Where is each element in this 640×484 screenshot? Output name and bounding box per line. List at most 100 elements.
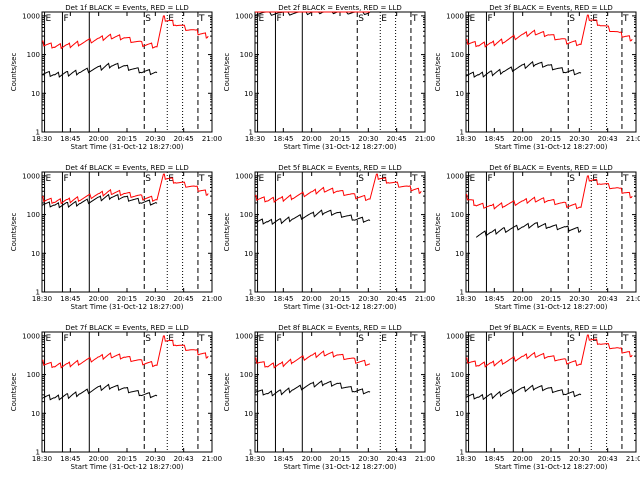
marker-label: E xyxy=(259,174,265,184)
plot-title: Det 8f BLACK = Events, RED = LLD xyxy=(278,324,401,332)
x-tick-label: 20:45 xyxy=(174,295,194,303)
marker-label: E xyxy=(470,174,476,184)
x-tick-label: 20:00 xyxy=(89,295,109,303)
series-lld-line xyxy=(41,335,209,369)
marker-label: T xyxy=(198,334,205,344)
marker-label: E xyxy=(259,14,265,24)
series-events-line xyxy=(254,380,371,397)
y-axis-label: Counts/sec xyxy=(434,373,442,412)
x-tick-label: 20:00 xyxy=(302,295,322,303)
series-events-line xyxy=(465,60,582,78)
x-tick-label: 20:15 xyxy=(330,135,350,143)
y-tick-label: 1 xyxy=(460,289,464,297)
x-tick-label: 20:00 xyxy=(513,455,533,463)
x-tick-label: 20:15 xyxy=(117,135,137,143)
x-tick-label: 20:43 xyxy=(598,455,618,463)
plot-4: Det 4f BLACK = Events, RED = LLD 1 10 100 10… xyxy=(10,164,222,311)
y-axis-label: Counts/sec xyxy=(10,213,18,252)
x-tick-label: 18:30 xyxy=(32,135,52,143)
y-tick-label: 1000 xyxy=(22,172,40,180)
marker-label: T xyxy=(622,14,629,24)
x-tick-label: 18:45 xyxy=(273,295,293,303)
y-tick-label: 1 xyxy=(36,129,40,137)
plot-frame xyxy=(465,331,637,453)
y-tick-label: 1 xyxy=(460,449,464,457)
y-tick-label: 100 xyxy=(240,371,253,379)
plot-title: Det 2f BLACK = Events, RED = LLD xyxy=(278,4,401,12)
x-tick-label: 20:43 xyxy=(598,135,618,143)
x-tick-label: 18:30 xyxy=(245,295,265,303)
x-tick-label: 18:45 xyxy=(60,455,80,463)
x-tick-label: 20:30 xyxy=(145,135,165,143)
y-tick-label: 10 xyxy=(455,410,464,418)
x-tick-label: 20:15 xyxy=(117,295,137,303)
plot-7: Det 7f BLACK = Events, RED = LLD 1 10 100 10… xyxy=(10,324,222,471)
y-tick-label: 100 xyxy=(451,211,464,219)
x-axis-label: Start Time (31-Oct-12 18:27:00) xyxy=(284,303,397,311)
x-tick-label: 20:43 xyxy=(174,455,194,463)
x-tick-label: 20:15 xyxy=(541,295,561,303)
plot-frame xyxy=(254,171,426,293)
x-axis-label: Start Time (31-Oct-12 18:27:00) xyxy=(284,143,397,151)
x-tick-label: 21:00 xyxy=(202,455,222,463)
marker-label: E xyxy=(381,174,387,184)
x-tick-label: 21:00 xyxy=(415,135,435,143)
x-axis-label: Start Time (31-Oct-12 18:27:00) xyxy=(71,303,184,311)
marker-label: E xyxy=(381,14,387,24)
y-tick-label: 10 xyxy=(455,250,464,258)
y-tick-label: 1000 xyxy=(235,172,253,180)
y-tick-label: 10 xyxy=(31,410,40,418)
y-tick-label: 1 xyxy=(36,449,40,457)
x-tick-label: 20:15 xyxy=(541,135,561,143)
y-axis-label: Counts/sec xyxy=(434,213,442,252)
marker-label: F xyxy=(276,14,281,24)
y-tick-label: 100 xyxy=(27,211,40,219)
x-tick-label: 21:00 xyxy=(415,295,435,303)
series-events-line xyxy=(475,221,582,238)
y-tick-label: 1000 xyxy=(22,12,40,20)
x-tick-label: 20:30 xyxy=(569,455,589,463)
x-tick-label: 21:00 xyxy=(626,455,640,463)
plot-5: Det 5f BLACK = Events, RED = LLD 1 10 100 10… xyxy=(223,164,435,311)
plot-frame xyxy=(41,171,213,293)
x-tick-label: 18:45 xyxy=(60,135,80,143)
x-tick-label: 20:00 xyxy=(302,135,322,143)
x-tick-label: 18:30 xyxy=(456,295,476,303)
y-tick-label: 1 xyxy=(36,289,40,297)
marker-label: T xyxy=(622,334,629,344)
plot-9: Det 9f BLACK = Events, RED = LLD 1 10 100 10… xyxy=(434,324,640,471)
x-tick-label: 18:30 xyxy=(32,455,52,463)
x-axis-label: Start Time (31-Oct-12 18:27:00) xyxy=(495,303,608,311)
series-events-line xyxy=(41,62,158,78)
x-tick-label: 20:15 xyxy=(330,295,350,303)
x-tick-label: 18:30 xyxy=(245,455,265,463)
marker-label: E xyxy=(470,334,476,344)
series-events-line xyxy=(41,193,158,209)
x-tick-label: 18:45 xyxy=(60,295,80,303)
marker-label: F xyxy=(63,14,68,24)
x-tick-label: 20:30 xyxy=(358,455,378,463)
y-tick-label: 1 xyxy=(249,289,253,297)
x-tick-label: 18:45 xyxy=(484,455,504,463)
marker-label: E xyxy=(46,14,52,24)
plot-title: Det 1f BLACK = Events, RED = LLD xyxy=(65,4,188,12)
plot-8: Det 8f BLACK = Events, RED = LLD 1 10 100 10… xyxy=(223,324,435,471)
marker-label: T xyxy=(411,174,418,184)
x-tick-label: 18:30 xyxy=(456,135,476,143)
marker-label: S xyxy=(569,334,575,344)
plot-1: Det 1f BLACK = Events, RED = LLD 1 10 100 10… xyxy=(10,4,222,151)
x-tick-label: 20:00 xyxy=(513,135,533,143)
plot-title: Det 9f BLACK = Events, RED = LLD xyxy=(489,324,612,332)
plot-title: Det 7f BLACK = Events, RED = LLD xyxy=(65,324,188,332)
marker-label: F xyxy=(63,174,68,184)
x-tick-label: 20:30 xyxy=(145,295,165,303)
y-tick-label: 100 xyxy=(240,51,253,59)
x-tick-label: 20:15 xyxy=(117,455,137,463)
y-tick-label: 10 xyxy=(244,90,253,98)
y-tick-label: 10 xyxy=(244,410,253,418)
marker-label: S xyxy=(569,174,575,184)
y-tick-label: 1000 xyxy=(22,332,40,340)
plot-title: Det 3f BLACK = Events, RED = LLD xyxy=(489,4,612,12)
